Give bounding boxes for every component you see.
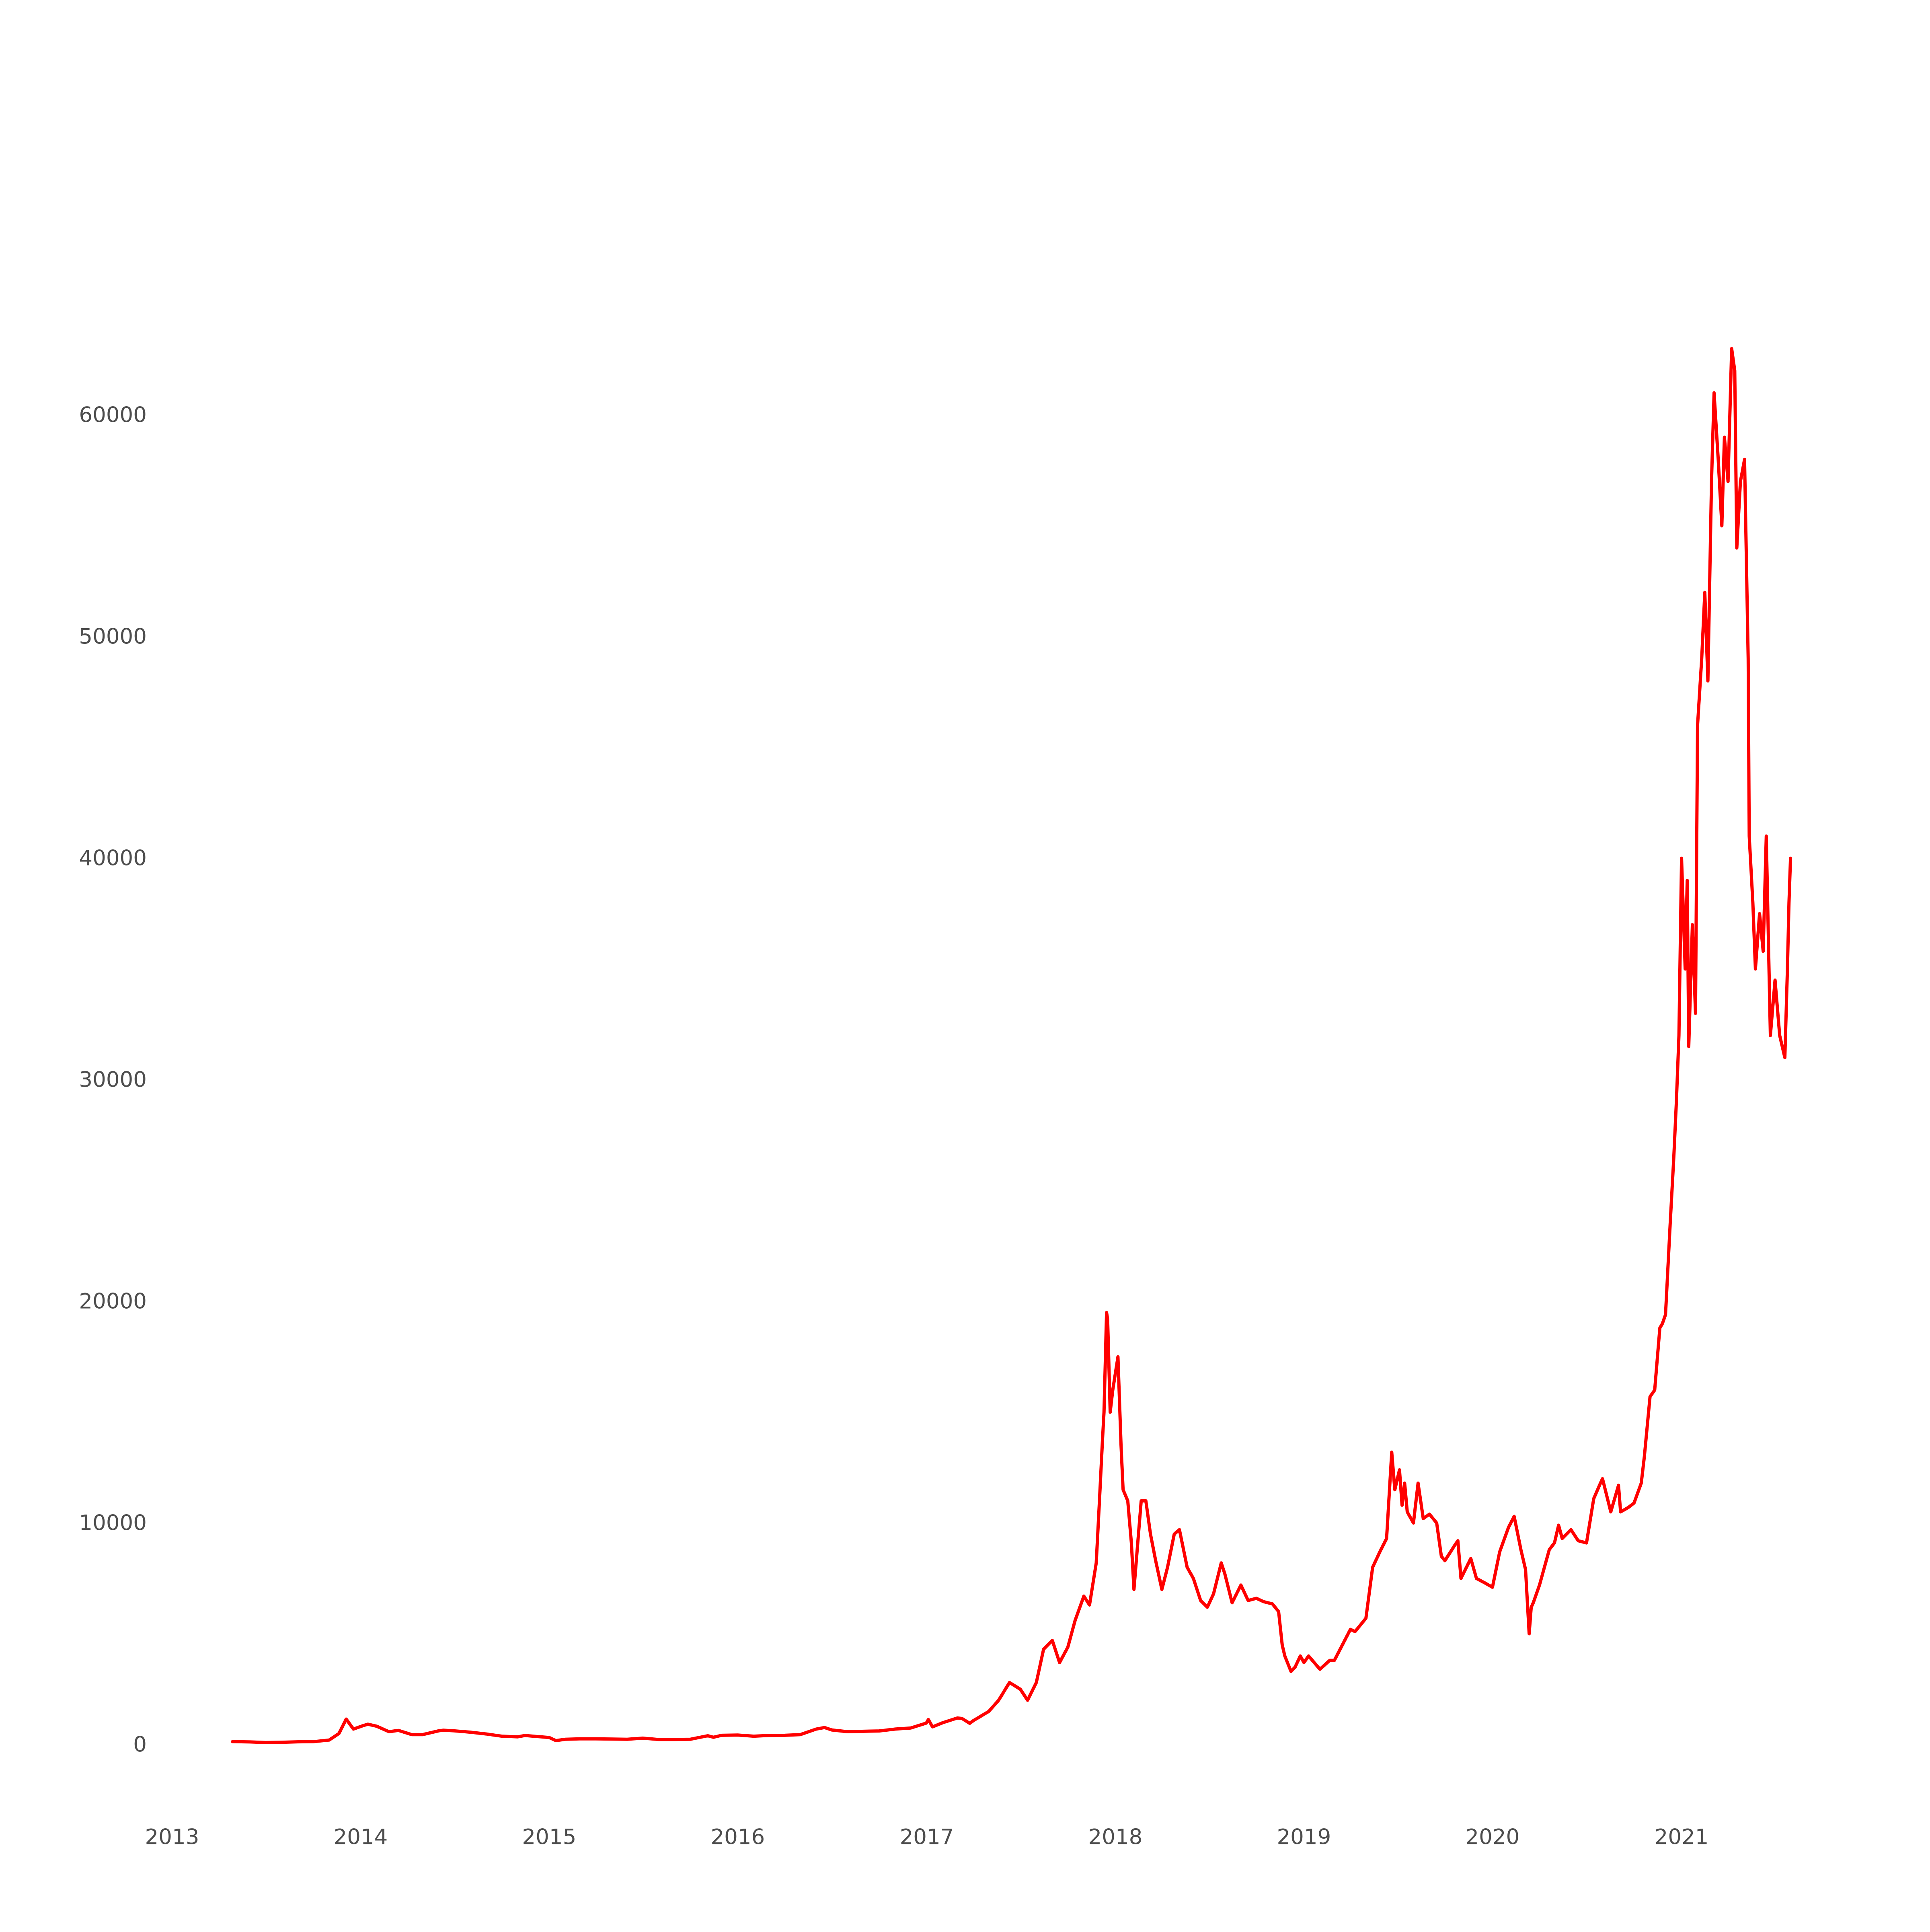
x-tick-label: 2015: [522, 1825, 576, 1850]
x-tick-label: 2018: [1088, 1825, 1143, 1850]
series-group: [231, 347, 1792, 1744]
y-tick-label: 50000: [79, 625, 147, 649]
x-tick-label: 2020: [1465, 1825, 1519, 1850]
y-tick-label: 30000: [79, 1068, 147, 1092]
x-tick-label: 2017: [900, 1825, 954, 1850]
x-tick-label: 2014: [333, 1825, 388, 1850]
y-tick-label: 0: [133, 1733, 147, 1757]
y-tick-label: 40000: [79, 846, 147, 871]
x-tick-label: 2013: [145, 1825, 199, 1850]
y-tick-label: 20000: [79, 1289, 147, 1314]
y-tick-label: 60000: [79, 403, 147, 428]
y-axis-tick-labels: 0 10000 20000 30000 40000 50000 60000: [79, 403, 147, 1757]
series-line: [231, 347, 1792, 1744]
x-axis-tick-labels: 2013 2014 2015 2016 2017 2018 2019 2020 2021: [145, 1825, 1709, 1850]
x-tick-label: 2019: [1277, 1825, 1331, 1850]
x-tick-label: 2021: [1655, 1825, 1709, 1850]
x-tick-label: 2016: [710, 1825, 765, 1850]
y-tick-label: 10000: [79, 1511, 147, 1535]
